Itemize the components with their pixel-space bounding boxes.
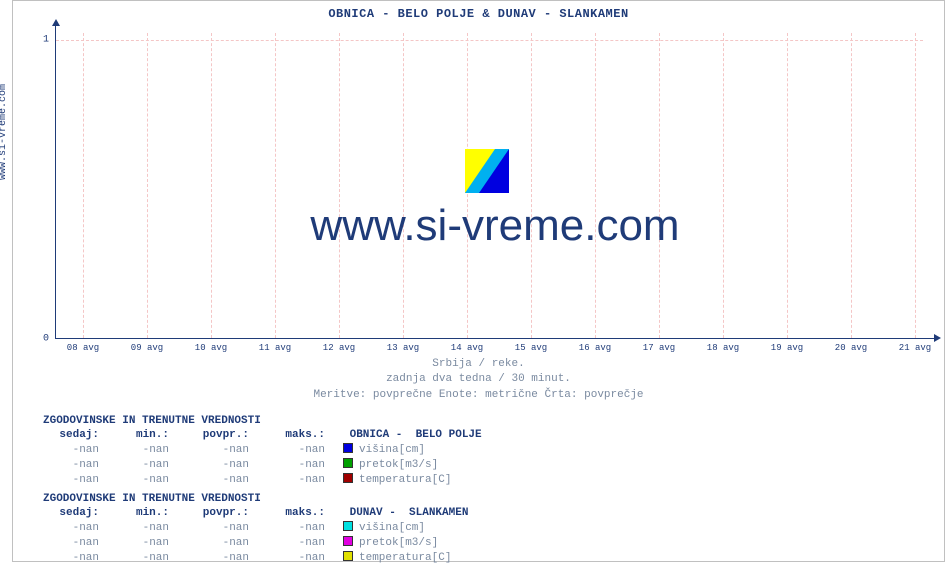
table-cell: -nan xyxy=(43,521,99,536)
vgrid-line xyxy=(147,33,148,338)
x-tick-label: 15 avg xyxy=(515,343,547,353)
table-title: ZGODOVINSKE IN TRENUTNE VREDNOSTI xyxy=(43,415,482,427)
table-cell: -nan xyxy=(99,473,169,488)
series-name: DUNAV - SLANKAMEN xyxy=(343,507,468,519)
x-axis xyxy=(55,338,935,339)
x-tick-label: 17 avg xyxy=(643,343,675,353)
x-tick-label: 10 avg xyxy=(195,343,227,353)
table-header-cell: min.: xyxy=(99,506,169,521)
hgrid-line xyxy=(56,40,923,41)
table-cell: -nan xyxy=(43,473,99,488)
subtitle-line-3: Meritve: povprečne Enote: metrične Črta:… xyxy=(13,388,944,403)
legend-swatch-icon xyxy=(343,551,353,561)
vgrid-line xyxy=(915,33,916,338)
table-row: -nan-nan-nan-nanvišina[cm] xyxy=(43,443,482,458)
x-tick-label: 21 avg xyxy=(899,343,931,353)
legend-label: višina[cm] xyxy=(359,444,425,456)
table-cell: -nan xyxy=(169,473,249,488)
x-tick-label: 18 avg xyxy=(707,343,739,353)
table-cell: -nan xyxy=(99,443,169,458)
vgrid-line xyxy=(339,33,340,338)
table-cell: -nan xyxy=(249,536,325,551)
table-cell: -nan xyxy=(99,536,169,551)
table-header-cell: maks.: xyxy=(249,506,325,521)
table-cell: -nan xyxy=(169,536,249,551)
legend-label: temperatura[C] xyxy=(359,474,451,486)
y-axis-arrow xyxy=(52,19,60,26)
table-title: ZGODOVINSKE IN TRENUTNE VREDNOSTI xyxy=(43,493,482,505)
table-cell: -nan xyxy=(169,458,249,473)
series-name: OBNICA - BELO POLJE xyxy=(343,429,482,441)
table-header-cell: povpr.: xyxy=(169,506,249,521)
legend-swatch-icon xyxy=(343,473,353,483)
table-header-cell: min.: xyxy=(99,428,169,443)
table-row: -nan-nan-nan-nanpretok[m3/s] xyxy=(43,536,482,551)
subtitle-line-1: Srbija / reke. xyxy=(13,357,944,372)
table-cell: -nan xyxy=(43,536,99,551)
x-tick-label: 14 avg xyxy=(451,343,483,353)
x-axis-arrow xyxy=(934,334,941,342)
legend-label: pretok[m3/s] xyxy=(359,459,438,471)
vgrid-line xyxy=(403,33,404,338)
table-row: -nan-nan-nan-nantemperatura[C] xyxy=(43,473,482,488)
data-tables: ZGODOVINSKE IN TRENUTNE VREDNOSTIsedaj:m… xyxy=(43,409,482,566)
legend-label: temperatura[C] xyxy=(359,552,451,564)
legend-swatch-icon xyxy=(343,443,353,453)
legend-label: pretok[m3/s] xyxy=(359,537,438,549)
table-header-cell: sedaj: xyxy=(43,428,99,443)
legend-label: višina[cm] xyxy=(359,522,425,534)
legend-swatch-icon xyxy=(343,458,353,468)
chart-title: OBNICA - BELO POLJE & DUNAV - SLANKAMEN xyxy=(13,7,944,21)
table-cell: -nan xyxy=(99,458,169,473)
table-header-cell: maks.: xyxy=(249,428,325,443)
legend-swatch-icon xyxy=(343,536,353,546)
x-tick-label: 12 avg xyxy=(323,343,355,353)
table-cell: -nan xyxy=(249,458,325,473)
vgrid-line xyxy=(659,33,660,338)
x-tick-label: 20 avg xyxy=(835,343,867,353)
vgrid-line xyxy=(787,33,788,338)
y-axis-source-label: www.si-vreme.com xyxy=(0,84,9,180)
table-header-row: sedaj:min.:povpr.:maks.: OBNICA - BELO P… xyxy=(43,428,482,443)
table-cell: -nan xyxy=(43,443,99,458)
table-cell: -nan xyxy=(43,458,99,473)
x-tick-label: 13 avg xyxy=(387,343,419,353)
table-row: -nan-nan-nan-nanpretok[m3/s] xyxy=(43,458,482,473)
vgrid-line xyxy=(83,33,84,338)
table-cell: -nan xyxy=(169,443,249,458)
table-header-cell: sedaj: xyxy=(43,506,99,521)
subtitle-line-2: zadnja dva tedna / 30 minut. xyxy=(13,372,944,387)
table-cell: -nan xyxy=(99,521,169,536)
x-tick-label: 19 avg xyxy=(771,343,803,353)
table-header-cell: povpr.: xyxy=(169,428,249,443)
table-cell: -nan xyxy=(249,473,325,488)
chart-subtitle: Srbija / reke. zadnja dva tedna / 30 min… xyxy=(13,357,944,403)
table-cell: -nan xyxy=(169,521,249,536)
table-row: -nan-nan-nan-nanvišina[cm] xyxy=(43,521,482,536)
site-logo-icon xyxy=(465,149,509,193)
chart-frame: OBNICA - BELO POLJE & DUNAV - SLANKAMEN … xyxy=(12,0,945,562)
vgrid-line xyxy=(211,33,212,338)
y-tick-label: 1 xyxy=(43,34,49,45)
y-tick-label: 0 xyxy=(43,334,49,345)
vgrid-line xyxy=(275,33,276,338)
vgrid-line xyxy=(595,33,596,338)
table-cell: -nan xyxy=(249,443,325,458)
vgrid-line xyxy=(531,33,532,338)
vgrid-line xyxy=(851,33,852,338)
x-tick-label: 11 avg xyxy=(259,343,291,353)
x-tick-label: 09 avg xyxy=(131,343,163,353)
legend-swatch-icon xyxy=(343,521,353,531)
table-header-row: sedaj:min.:povpr.:maks.: DUNAV - SLANKAM… xyxy=(43,506,482,521)
y-axis xyxy=(55,25,56,339)
table-cell: -nan xyxy=(249,521,325,536)
x-tick-label: 08 avg xyxy=(67,343,99,353)
vgrid-line xyxy=(723,33,724,338)
x-tick-label: 16 avg xyxy=(579,343,611,353)
